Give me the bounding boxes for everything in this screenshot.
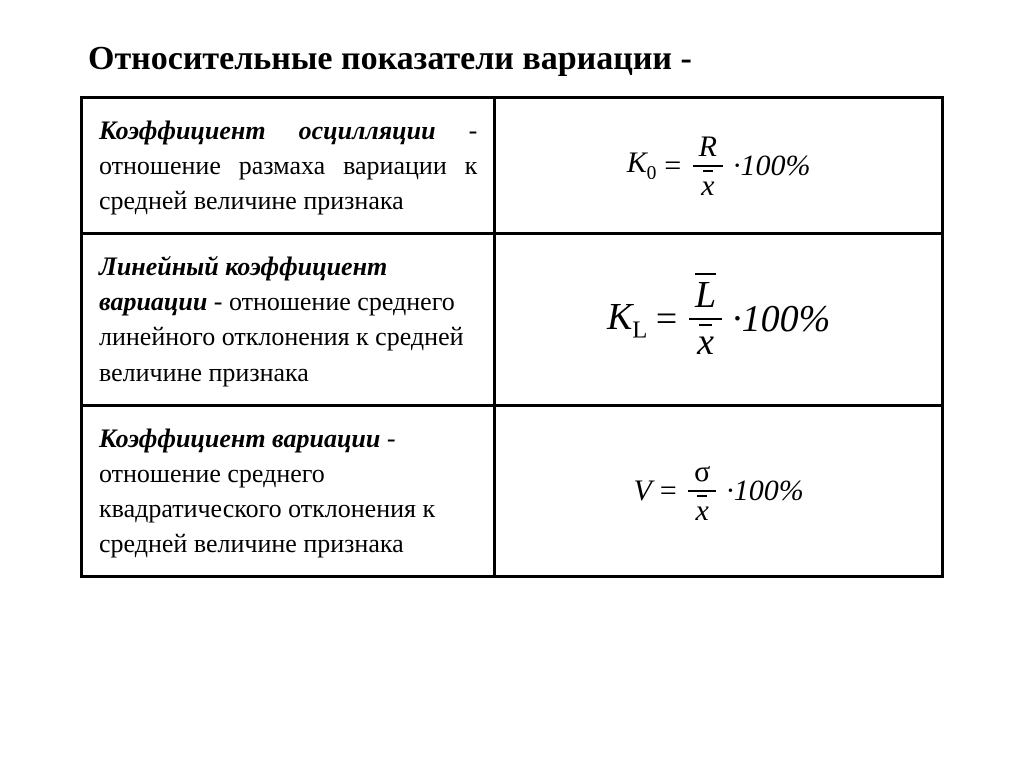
denominator-0: x	[701, 169, 714, 202]
formula-2: V = σ x ·100%	[634, 455, 804, 527]
desc-cell-0: Коэффициент осцилляции - отношение разма…	[82, 98, 495, 234]
fraction-0: R x	[693, 130, 723, 202]
formula-cell-1: КL = L x ·100%	[495, 234, 943, 405]
table-row: Коэффициент осцилляции - отношение разма…	[82, 98, 943, 234]
formula-0: К0 = R x ·100%	[627, 130, 811, 202]
denominator-2: x	[696, 494, 709, 527]
fraction-2: σ x	[688, 455, 716, 527]
numerator-2: σ	[694, 455, 710, 488]
tail-1: ·100%	[732, 297, 830, 341]
formula-1: КL = L x ·100%	[607, 275, 830, 365]
table-row: Линейный коэффициент вариации - отношени…	[82, 234, 943, 405]
formula-cell-0: К0 = R x ·100%	[495, 98, 943, 234]
term-2: Коэффициент вариации	[99, 424, 380, 453]
tail-2: ·100%	[726, 474, 804, 508]
tail-0: ·100%	[733, 149, 811, 183]
term-0: Коэффициент осцилляции	[99, 116, 436, 145]
variation-table: Коэффициент осцилляции - отношение разма…	[80, 96, 944, 578]
lhs-symbol-2: V	[634, 474, 652, 508]
numerator-0: R	[693, 130, 723, 167]
numerator-1: L	[695, 275, 716, 317]
desc-cell-2: Коэффициент вариации - отношение среднег…	[82, 405, 495, 576]
desc-cell-1: Линейный коэффициент вариации - отношени…	[82, 234, 495, 405]
denominator-1: x	[697, 322, 714, 364]
formula-cell-2: V = σ x ·100%	[495, 405, 943, 576]
page-title: Относительные показатели вариации -	[80, 40, 944, 78]
lhs-symbol-1: К	[607, 296, 632, 338]
fraction-1: L x	[689, 275, 722, 365]
lhs-sub-0: 0	[647, 163, 657, 184]
lhs-sub-1: L	[632, 316, 647, 343]
lhs-symbol-0: К	[627, 146, 647, 179]
table-row: Коэффициент вариации - отношение среднег…	[82, 405, 943, 576]
